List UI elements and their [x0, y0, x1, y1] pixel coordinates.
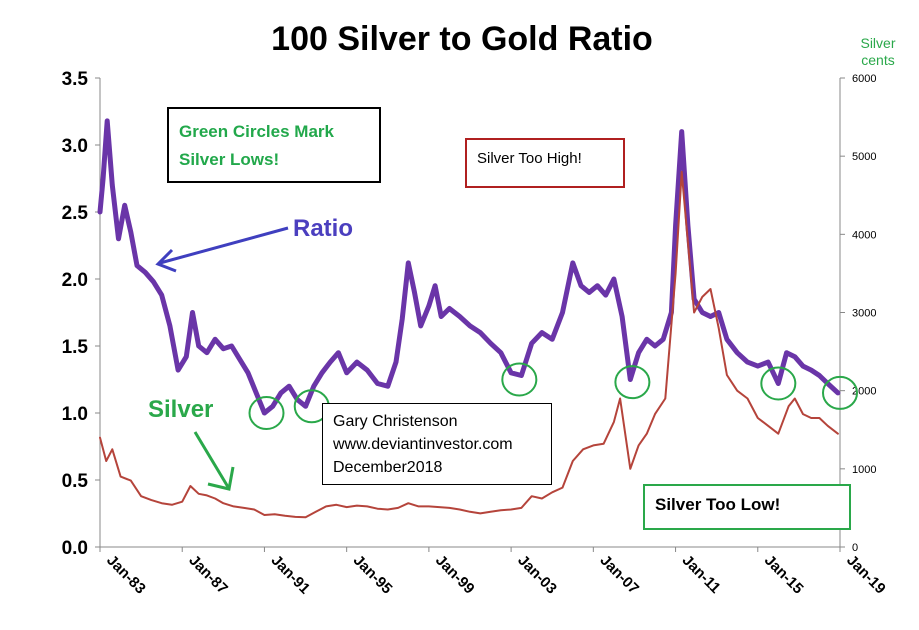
x-tick-label: Jan-19: [843, 552, 889, 598]
silver-too-low-note: Silver Too Low!: [643, 484, 851, 530]
silver-low-circle: [614, 365, 651, 400]
left-tick-label: 1.5: [62, 337, 89, 358]
x-tick-label: Jan-11: [679, 552, 724, 597]
x-tick-label: Jan-91: [268, 552, 314, 598]
author-site: www.deviantinvestor.com: [333, 436, 513, 453]
silver-low-circle: [822, 375, 858, 410]
left-tick-label: 0.5: [62, 471, 89, 492]
series-lines: [97, 118, 841, 519]
green-note-line2: Silver Lows!: [179, 150, 280, 169]
x-tick-label: Jan-95: [350, 552, 396, 598]
x-ticks: Jan-83 Jan-87 Jan-91 Jan-95 Jan-99 Jan-03 Jan-…: [99, 547, 889, 598]
author-date: December2018: [333, 459, 443, 476]
low-circles: [248, 362, 858, 430]
ratio-label: Ratio: [293, 215, 353, 242]
ratio-arrow-head: [155, 248, 177, 273]
x-tick-label: Jan-07: [597, 552, 643, 598]
author-name: Gary Christenson: [333, 413, 458, 430]
x-tick-label: Jan-15: [761, 552, 807, 598]
x-tick-label: Jan-87: [185, 552, 231, 598]
silver-too-high-note: Silver Too High!: [465, 138, 625, 188]
left-tick-label: 0.0: [62, 538, 88, 559]
silver-low-circle: [501, 362, 538, 397]
right-tick-label: 0: [852, 542, 858, 554]
chart-title: 100 Silver to Gold Ratio: [271, 20, 653, 58]
silver-arrow-line: [193, 431, 230, 488]
silver-line: [99, 170, 839, 519]
silver-low-circle: [760, 366, 797, 401]
ratio-line: [97, 118, 841, 416]
right-y-ticks: 0 1000 2000 3000 4000 5000 6000: [840, 73, 876, 554]
left-tick-label: 2.0: [62, 270, 88, 291]
annotation-arrows: [155, 226, 289, 491]
left-tick-label: 3.0: [62, 136, 88, 157]
x-tick-label: Jan-99: [432, 552, 478, 598]
left-tick-label: 3.5: [62, 69, 89, 90]
silver-label: Silver: [148, 396, 214, 423]
x-tick-label: Jan-03: [514, 552, 560, 598]
right-tick-label: 6000: [852, 73, 876, 85]
green-note-line1: Green Circles Mark: [179, 122, 334, 141]
silver-arrow-head: [207, 466, 235, 491]
right-tick-label: 2000: [852, 386, 876, 398]
right-tick-label: 1000: [852, 464, 876, 476]
x-tick-label: Jan-83: [103, 552, 149, 598]
ratio-arrow-line: [159, 226, 289, 265]
right-tick-label: 4000: [852, 229, 876, 241]
silver-low-circle: [248, 396, 285, 430]
left-y-ticks: 0.0 0.5 1.0 1.5 2.0 2.5 3.0 3.5: [62, 69, 100, 559]
green-circles-note: Green Circles Mark Silver Lows!: [167, 107, 381, 183]
right-tick-label: 3000: [852, 308, 876, 320]
author-note: Gary Christenson www.deviantinvestor.com…: [322, 403, 552, 485]
right-axis-label-line1: Silver: [860, 35, 895, 51]
right-axis-label-line2: cents: [861, 52, 894, 68]
left-tick-label: 1.0: [62, 404, 88, 425]
left-tick-label: 2.5: [62, 203, 89, 224]
right-tick-label: 5000: [852, 151, 876, 163]
